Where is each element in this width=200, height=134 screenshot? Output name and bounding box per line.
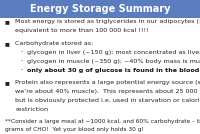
Text: ■: ■ xyxy=(5,19,10,24)
Text: ■: ■ xyxy=(5,80,10,85)
Text: -: - xyxy=(21,68,23,73)
Text: Protein also represents a large potential energy source (since: Protein also represents a large potentia… xyxy=(15,80,200,85)
Text: **Consider a large meal at ~1000 kcal, and 60% carbohydrate – that’s 150: **Consider a large meal at ~1000 kcal, a… xyxy=(5,119,200,124)
Text: ■: ■ xyxy=(5,41,10,46)
Text: but is obviously protected i.e. used in starvation or caloric: but is obviously protected i.e. used in … xyxy=(15,98,200,103)
Text: grams of CHO!  Yet your blood only holds 30 g!: grams of CHO! Yet your blood only holds … xyxy=(5,127,144,132)
FancyBboxPatch shape xyxy=(0,0,200,18)
Text: Energy Storage Summary: Energy Storage Summary xyxy=(30,4,170,14)
Text: -: - xyxy=(21,59,23,64)
Text: only about 30 g of glucose is found in the blood – not much!**: only about 30 g of glucose is found in t… xyxy=(27,68,200,73)
Text: equivalent to more than 100 000 kcal !!!!: equivalent to more than 100 000 kcal !!!… xyxy=(15,28,149,33)
Text: -: - xyxy=(21,50,23,55)
Text: Carbohydrate stored as:: Carbohydrate stored as: xyxy=(15,41,93,46)
Text: we’re about 40% muscle).  This represents about 25 000 kcal,: we’re about 40% muscle). This represents… xyxy=(15,89,200,94)
Text: Most energy is stored as triglycerides in our adipocytes (> 15 kg,: Most energy is stored as triglycerides i… xyxy=(15,19,200,24)
Text: glycogen in muscle (~350 g); ~40% body mass is muscle: glycogen in muscle (~350 g); ~40% body m… xyxy=(27,59,200,64)
Text: glycogen in liver (~150 g); most concentrated as liver is only ~2 kg!: glycogen in liver (~150 g); most concent… xyxy=(27,50,200,55)
Text: restriction: restriction xyxy=(15,107,48,112)
